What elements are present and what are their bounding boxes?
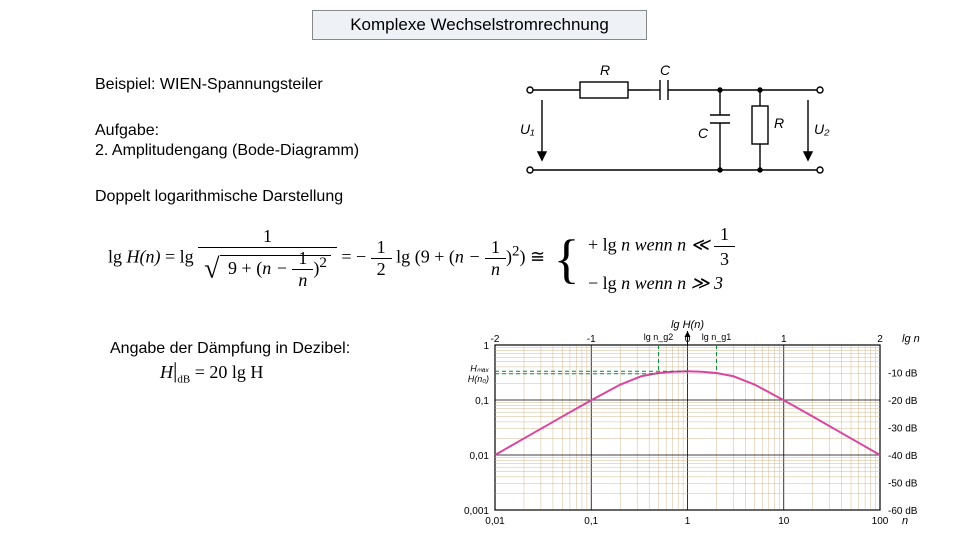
svg-text:Hₘₐₓ: Hₘₐₓ: [470, 363, 489, 373]
db-equation: H|dB = 20 lg H: [160, 362, 263, 386]
eq-c2a: − lg: [588, 273, 617, 293]
task-heading: Aufgabe:: [95, 122, 159, 140]
db-H: H: [160, 362, 173, 382]
eq-c2n: n: [621, 273, 630, 293]
eq-sq2: 2: [512, 244, 520, 260]
db-rhs: = 20 lg H: [190, 362, 263, 382]
task-text: 2. Amplitudengang (Bode-Diagramm): [95, 142, 359, 160]
svg-text:-60 dB: -60 dB: [888, 506, 918, 517]
circuit-C2: C: [698, 125, 709, 141]
eq-half-num: 1: [371, 237, 392, 259]
eq-c1w: wenn n ≪: [635, 235, 714, 255]
eq-c1-13n: 1: [714, 222, 735, 247]
eq-9a: 9 +: [228, 258, 256, 278]
svg-text:0,1: 0,1: [475, 396, 489, 407]
svg-text:H(n₀): H(n₀): [468, 374, 489, 384]
circuit-R1: R: [600, 62, 610, 78]
svg-text:-40 dB: -40 dB: [888, 451, 918, 462]
main-equation: lg H(n) = lg 1 √ 9 + (n − 1n)2 = − 12 lg…: [108, 222, 868, 302]
svg-text:1: 1: [685, 516, 691, 527]
svg-text:lg n_g2: lg n_g2: [644, 332, 674, 342]
eq-9b: 9 +: [421, 247, 449, 267]
eq-lg1: lg: [108, 247, 122, 267]
svg-text:1: 1: [781, 334, 787, 345]
loglog-label: Doppelt logarithmische Darstellung: [95, 188, 343, 206]
svg-text:lg n: lg n: [902, 333, 920, 345]
eq-num1: 1: [198, 226, 337, 248]
svg-text:-20 dB: -20 dB: [888, 396, 918, 407]
svg-text:100: 100: [872, 516, 889, 527]
eq-half-den: 2: [371, 259, 392, 280]
eq-c1-13d: 3: [714, 247, 735, 271]
eq-n1: n −: [262, 258, 292, 278]
eq-radical: √: [204, 254, 219, 285]
eq-Hn: H(n): [127, 247, 161, 267]
circuit-U1: U₁: [520, 121, 535, 137]
db-label: Angabe der Dämpfung in Dezibel:: [110, 340, 350, 358]
svg-text:2: 2: [877, 334, 883, 345]
eq-eq1: = lg: [165, 247, 194, 267]
svg-text:0,01: 0,01: [470, 451, 490, 462]
eq-sq1: 2: [319, 255, 327, 271]
svg-text:lg H(n): lg H(n): [671, 320, 704, 331]
svg-text:10: 10: [778, 516, 790, 527]
page-title: Komplexe Wechselstromrechnung: [312, 10, 647, 40]
eq-brace: {: [554, 232, 580, 286]
eq-c1n: n: [621, 235, 630, 255]
eq-c1a: + lg: [588, 235, 617, 255]
eq-1n-num: 1: [292, 248, 313, 270]
svg-text:lg n_g1: lg n_g1: [702, 332, 732, 342]
eq-1n-num2: 1: [485, 237, 506, 259]
eq-sqrt-body: 9 + (n − 1n)2: [220, 255, 331, 278]
svg-text:1: 1: [483, 341, 489, 352]
eq-n2: n −: [455, 247, 485, 267]
circuit-C1: C: [660, 62, 671, 78]
circuit-R2: R: [774, 115, 784, 131]
eq-c2w: wenn n ≫ 3: [635, 273, 723, 293]
svg-text:-2: -2: [491, 334, 500, 345]
eq-lg2: lg: [396, 247, 410, 267]
db-sub: dB: [177, 374, 190, 386]
svg-text:0,01: 0,01: [485, 516, 505, 527]
svg-text:-1: -1: [587, 334, 596, 345]
svg-text:-10 dB: -10 dB: [888, 369, 918, 380]
eq-approx: ≅: [530, 247, 550, 267]
svg-text:-50 dB: -50 dB: [888, 479, 918, 490]
svg-text:-30 dB: -30 dB: [888, 424, 918, 435]
eq-mid: = −: [341, 247, 370, 267]
bode-plot: lg H(n)lg n-2-101210,10,010,0010,010,111…: [440, 320, 925, 528]
eq-1n-den2: n: [485, 259, 506, 280]
eq-1n-den: n: [292, 270, 313, 291]
example-label: Beispiel: WIEN-Spannungsteiler: [95, 76, 323, 94]
circuit-U2: U₂: [814, 121, 830, 137]
svg-text:0,1: 0,1: [584, 516, 598, 527]
circuit-diagram: R C C R U₁ U₂: [520, 60, 830, 190]
